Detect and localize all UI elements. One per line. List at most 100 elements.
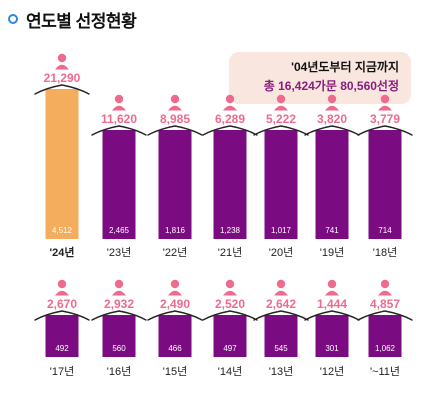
person-body xyxy=(378,105,392,111)
person-head xyxy=(327,94,337,104)
chart-panel-1: 4,512 21,290 '24년 2,465 11,620 '23년 1,816 8,985… xyxy=(34,53,413,259)
person-head xyxy=(225,279,235,289)
category-label: '17년 xyxy=(50,365,74,378)
person-icon xyxy=(378,94,392,111)
person-head xyxy=(114,279,124,289)
roof-bracket xyxy=(357,125,413,136)
value-label: 6,289 xyxy=(215,112,245,126)
category-label: '22년 xyxy=(163,246,187,259)
person-icon xyxy=(112,279,126,296)
bar xyxy=(213,315,247,357)
value-label: 3,779 xyxy=(370,112,400,126)
value-label: 2,642 xyxy=(266,297,296,311)
person-head xyxy=(276,94,286,104)
person-body xyxy=(274,290,288,296)
bar xyxy=(368,130,402,239)
bar-inner-label: 466 xyxy=(168,344,182,353)
bar-inner-label: 545 xyxy=(274,344,288,353)
bar xyxy=(158,315,192,357)
person-icon xyxy=(168,94,182,111)
roof-bracket xyxy=(357,310,413,321)
bar-inner-label: 301 xyxy=(325,344,339,353)
category-label: '18년 xyxy=(373,246,397,259)
bar xyxy=(45,315,79,357)
bar-inner-label: 1,017 xyxy=(271,226,292,235)
ring-icon xyxy=(8,14,18,24)
person-body xyxy=(168,290,182,296)
bar xyxy=(213,130,247,239)
chart-panel-2: 492 2,670 '17년 560 2,932 '16년 466 2,490 '15년 497 2… xyxy=(34,279,413,378)
person-icon xyxy=(168,279,182,296)
person-head xyxy=(170,279,180,289)
category-label: '~11년 xyxy=(370,365,400,378)
bar xyxy=(315,130,349,239)
person-body xyxy=(112,105,126,111)
page-title: 연도별 선정현황 xyxy=(26,11,137,31)
bar-inner-label: 4,512 xyxy=(52,226,73,235)
person-icon xyxy=(55,53,69,70)
value-label: 2,490 xyxy=(160,297,190,311)
category-label: '15년 xyxy=(163,365,187,378)
person-head xyxy=(380,279,390,289)
roof-bracket xyxy=(91,125,147,136)
bar-inner-label: 1,238 xyxy=(220,226,241,235)
bar xyxy=(264,130,298,239)
roof-bracket xyxy=(91,310,147,321)
summary-box: '04년도부터 지금까지 총 16,424가문 80,560선정 xyxy=(229,52,411,104)
roof-bracket xyxy=(304,125,360,136)
bar xyxy=(158,130,192,239)
value-label: 5,222 xyxy=(266,112,296,126)
bar-inner-label: 1,816 xyxy=(165,226,186,235)
category-label: '13년 xyxy=(269,365,293,378)
bar-inner-label: 741 xyxy=(325,226,339,235)
roof-bracket xyxy=(304,310,360,321)
roof-bracket xyxy=(34,84,90,95)
value-label: 11,620 xyxy=(101,112,137,126)
person-body xyxy=(325,290,339,296)
bar xyxy=(102,315,136,357)
bar xyxy=(368,315,402,357)
value-label: 2,932 xyxy=(104,297,134,311)
person-head xyxy=(170,94,180,104)
person-icon xyxy=(223,94,237,111)
person-body xyxy=(55,290,69,296)
bar-inner-label: 714 xyxy=(378,226,392,235)
person-body xyxy=(223,105,237,111)
roof-bracket xyxy=(34,310,90,321)
person-icon xyxy=(378,279,392,296)
value-label: 2,670 xyxy=(47,297,77,311)
roof-bracket xyxy=(202,125,258,136)
person-icon xyxy=(325,279,339,296)
category-label: '12년 xyxy=(320,365,344,378)
bar xyxy=(315,315,349,357)
summary-line1: '04년도부터 지금까지 xyxy=(291,60,399,74)
roof-bracket xyxy=(253,125,309,136)
person-head xyxy=(380,94,390,104)
value-label: 3,820 xyxy=(317,112,347,126)
person-body xyxy=(55,64,69,70)
category-label: '19년 xyxy=(320,246,344,259)
person-body xyxy=(168,105,182,111)
person-icon xyxy=(223,279,237,296)
person-icon xyxy=(112,94,126,111)
person-head xyxy=(114,94,124,104)
person-icon xyxy=(325,94,339,111)
value-label: 1,444 xyxy=(317,297,347,311)
bar xyxy=(264,315,298,357)
person-head xyxy=(57,53,67,63)
person-head xyxy=(225,94,235,104)
person-icon xyxy=(274,94,288,111)
category-label: '24년 xyxy=(50,245,75,259)
value-label: 21,290 xyxy=(44,71,81,85)
roof-bracket xyxy=(147,125,203,136)
person-body xyxy=(378,290,392,296)
person-head xyxy=(57,279,67,289)
category-label: '16년 xyxy=(107,365,131,378)
value-label: 2,520 xyxy=(215,297,245,311)
bar xyxy=(102,130,136,239)
bar-inner-label: 2,465 xyxy=(109,226,130,235)
person-head xyxy=(276,279,286,289)
bar-inner-label: 1,062 xyxy=(375,344,396,353)
person-body xyxy=(112,290,126,296)
person-icon xyxy=(55,279,69,296)
